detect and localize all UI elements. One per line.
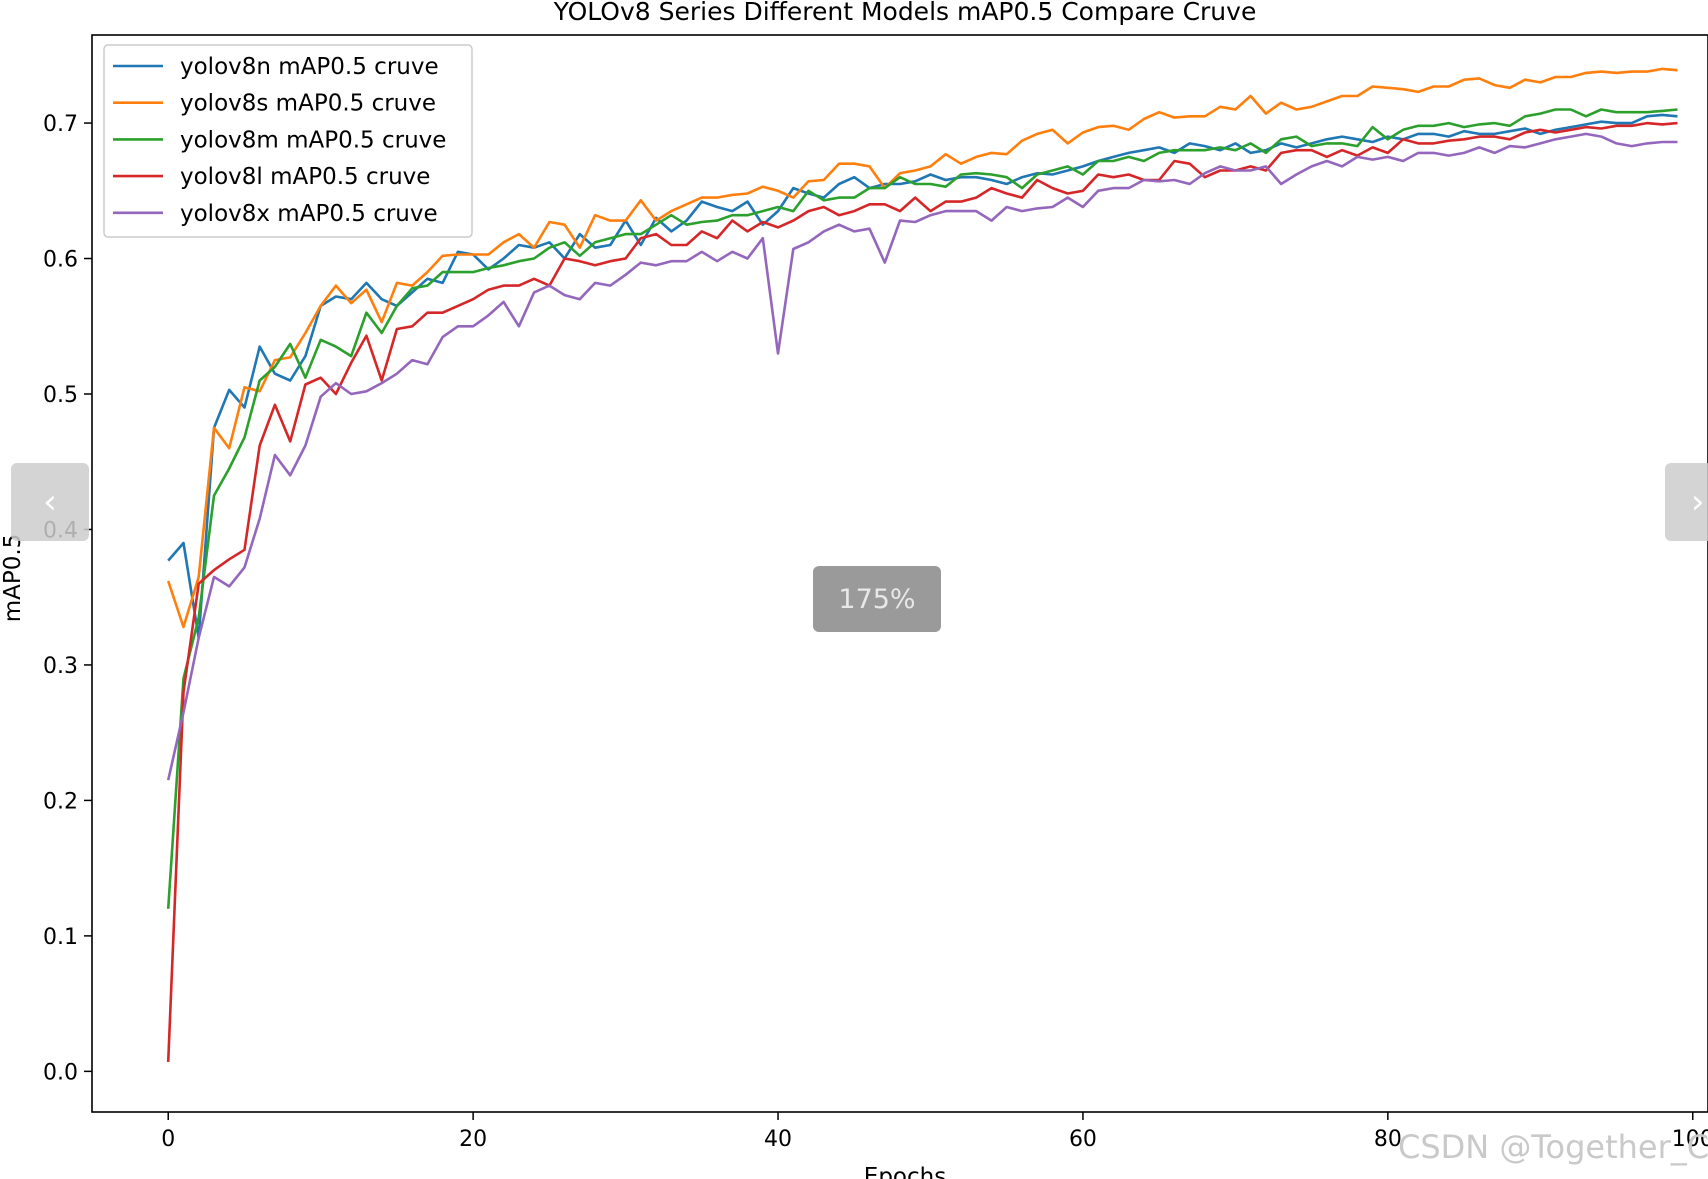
y-tick-label: 0.1 [43,925,78,950]
y-axis-label: mAP0.5 [0,534,26,623]
x-tick-label: 20 [459,1127,487,1152]
x-tick-label: 80 [1374,1127,1402,1152]
next-image-button[interactable]: › [1665,463,1708,541]
y-axis-ticks: 0.00.10.20.30.40.50.60.7 [43,112,92,1085]
previous-image-button[interactable]: ‹ [11,463,89,541]
plot-lines [166,67,1678,1062]
series-line-2 [166,67,1678,629]
legend-label: yolov8n mAP0.5 cruve [180,54,439,80]
legend-label: yolov8s mAP0.5 cruve [180,91,436,117]
y-tick-label: 0.3 [43,654,78,679]
x-tick-label: 60 [1069,1127,1097,1152]
chart-title: YOLOv8 Series Different Models mAP0.5 Co… [553,0,1257,26]
legend-label: yolov8l mAP0.5 cruve [180,164,430,190]
y-tick-label: 0.6 [43,248,78,273]
series-line-1 [167,113,1678,640]
x-tick-label: 0 [161,1127,175,1152]
legend-items: yolov8n mAP0.5 cruve yolov8s mAP0.5 cruve… [113,54,446,227]
chevron-left-icon: ‹ [43,482,57,522]
y-tick-label: 0.7 [43,112,78,137]
x-tick-label: 100 [1672,1127,1708,1152]
x-tick-label: 40 [764,1127,792,1152]
zoom-level-badge: 175% [813,566,941,632]
x-axis-label: Epochs [864,1164,946,1179]
legend-box [103,44,473,238]
legend-label: yolov8m mAP0.5 cruve [180,127,446,153]
legend-label: yolov8x mAP0.5 cruve [180,201,438,227]
x-axis-ticks: 0 20 40 60 80 100 [161,1112,1708,1152]
y-tick-label: 0.2 [43,789,78,814]
series-line-3 [166,108,1678,909]
legend: yolov8n mAP0.5 cruve yolov8s mAP0.5 cruve… [103,44,473,238]
watermark: CSDN @Together_CZ [1398,1128,1708,1166]
y-tick-label: 0.5 [43,383,78,408]
plot-frame [91,34,1708,1113]
series-line-4 [166,121,1678,1062]
chevron-right-icon: › [1691,482,1705,522]
y-tick-label: 0.0 [43,1060,78,1085]
series-line-5 [166,132,1678,781]
